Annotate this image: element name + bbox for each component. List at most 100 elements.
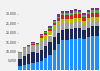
Bar [78, 14, 82, 18]
Bar [40, 38, 43, 42]
Bar [95, 17, 98, 21]
Bar [61, 11, 64, 13]
Bar [70, 19, 73, 23]
Bar [53, 23, 56, 25]
Bar [78, 18, 82, 22]
Bar [61, 23, 64, 30]
Bar [57, 16, 60, 18]
Bar [82, 17, 86, 21]
Bar [61, 15, 64, 19]
Bar [87, 37, 90, 70]
Bar [74, 11, 77, 14]
Bar [65, 29, 69, 40]
Bar [82, 25, 86, 30]
Bar [44, 31, 47, 32]
Bar [44, 32, 47, 33]
Bar [78, 28, 82, 38]
Bar [82, 30, 86, 39]
Bar [61, 40, 64, 70]
Bar [65, 40, 69, 70]
Bar [57, 14, 60, 16]
Bar [48, 26, 52, 28]
Bar [91, 21, 94, 26]
Bar [70, 23, 73, 29]
Bar [27, 47, 30, 55]
Bar [53, 37, 56, 50]
Bar [44, 39, 47, 46]
Bar [36, 45, 39, 53]
Bar [57, 26, 60, 33]
Bar [87, 28, 90, 37]
Bar [40, 36, 43, 38]
Bar [23, 47, 26, 48]
Bar [74, 9, 77, 11]
Bar [95, 21, 98, 26]
Bar [27, 46, 30, 47]
Bar [87, 18, 90, 22]
Bar [82, 39, 86, 70]
Bar [27, 45, 30, 46]
Bar [78, 22, 82, 28]
Bar [48, 36, 52, 42]
Bar [23, 65, 26, 70]
Bar [95, 8, 98, 10]
Bar [65, 15, 69, 19]
Bar [95, 36, 98, 70]
Bar [95, 10, 98, 13]
Bar [36, 44, 39, 45]
Bar [70, 13, 73, 15]
Bar [91, 36, 94, 70]
Bar [78, 12, 82, 14]
Bar [87, 10, 90, 12]
Bar [61, 13, 64, 15]
Bar [91, 10, 94, 13]
Bar [65, 19, 69, 23]
Bar [70, 29, 73, 39]
Bar [87, 22, 90, 28]
Bar [44, 58, 47, 70]
Bar [40, 42, 43, 50]
Bar [61, 19, 64, 23]
Bar [48, 29, 52, 31]
Bar [70, 11, 73, 13]
Bar [78, 38, 82, 70]
Bar [57, 33, 60, 44]
Bar [18, 53, 22, 59]
Bar [53, 20, 56, 21]
Bar [95, 13, 98, 17]
Bar [18, 66, 22, 70]
Bar [48, 42, 52, 55]
Bar [31, 52, 35, 63]
Bar [95, 26, 98, 36]
Bar [23, 56, 26, 65]
Bar [74, 18, 77, 22]
Bar [23, 48, 26, 56]
Bar [65, 23, 69, 29]
Bar [53, 30, 56, 37]
Bar [74, 28, 77, 39]
Bar [31, 44, 35, 45]
Bar [82, 13, 86, 15]
Bar [31, 45, 35, 52]
Bar [78, 10, 82, 12]
Bar [36, 62, 39, 70]
Bar [18, 52, 22, 53]
Bar [65, 11, 69, 13]
Bar [31, 43, 35, 44]
Bar [91, 8, 94, 10]
Bar [36, 43, 39, 44]
Bar [57, 21, 60, 26]
Bar [74, 39, 77, 70]
Bar [91, 13, 94, 16]
Bar [48, 31, 52, 36]
Bar [57, 44, 60, 70]
Bar [44, 33, 47, 35]
Bar [18, 59, 22, 66]
Bar [53, 25, 56, 30]
Bar [44, 46, 47, 58]
Bar [70, 15, 73, 19]
Bar [70, 39, 73, 70]
Bar [27, 55, 30, 64]
Bar [31, 42, 35, 43]
Bar [82, 15, 86, 17]
